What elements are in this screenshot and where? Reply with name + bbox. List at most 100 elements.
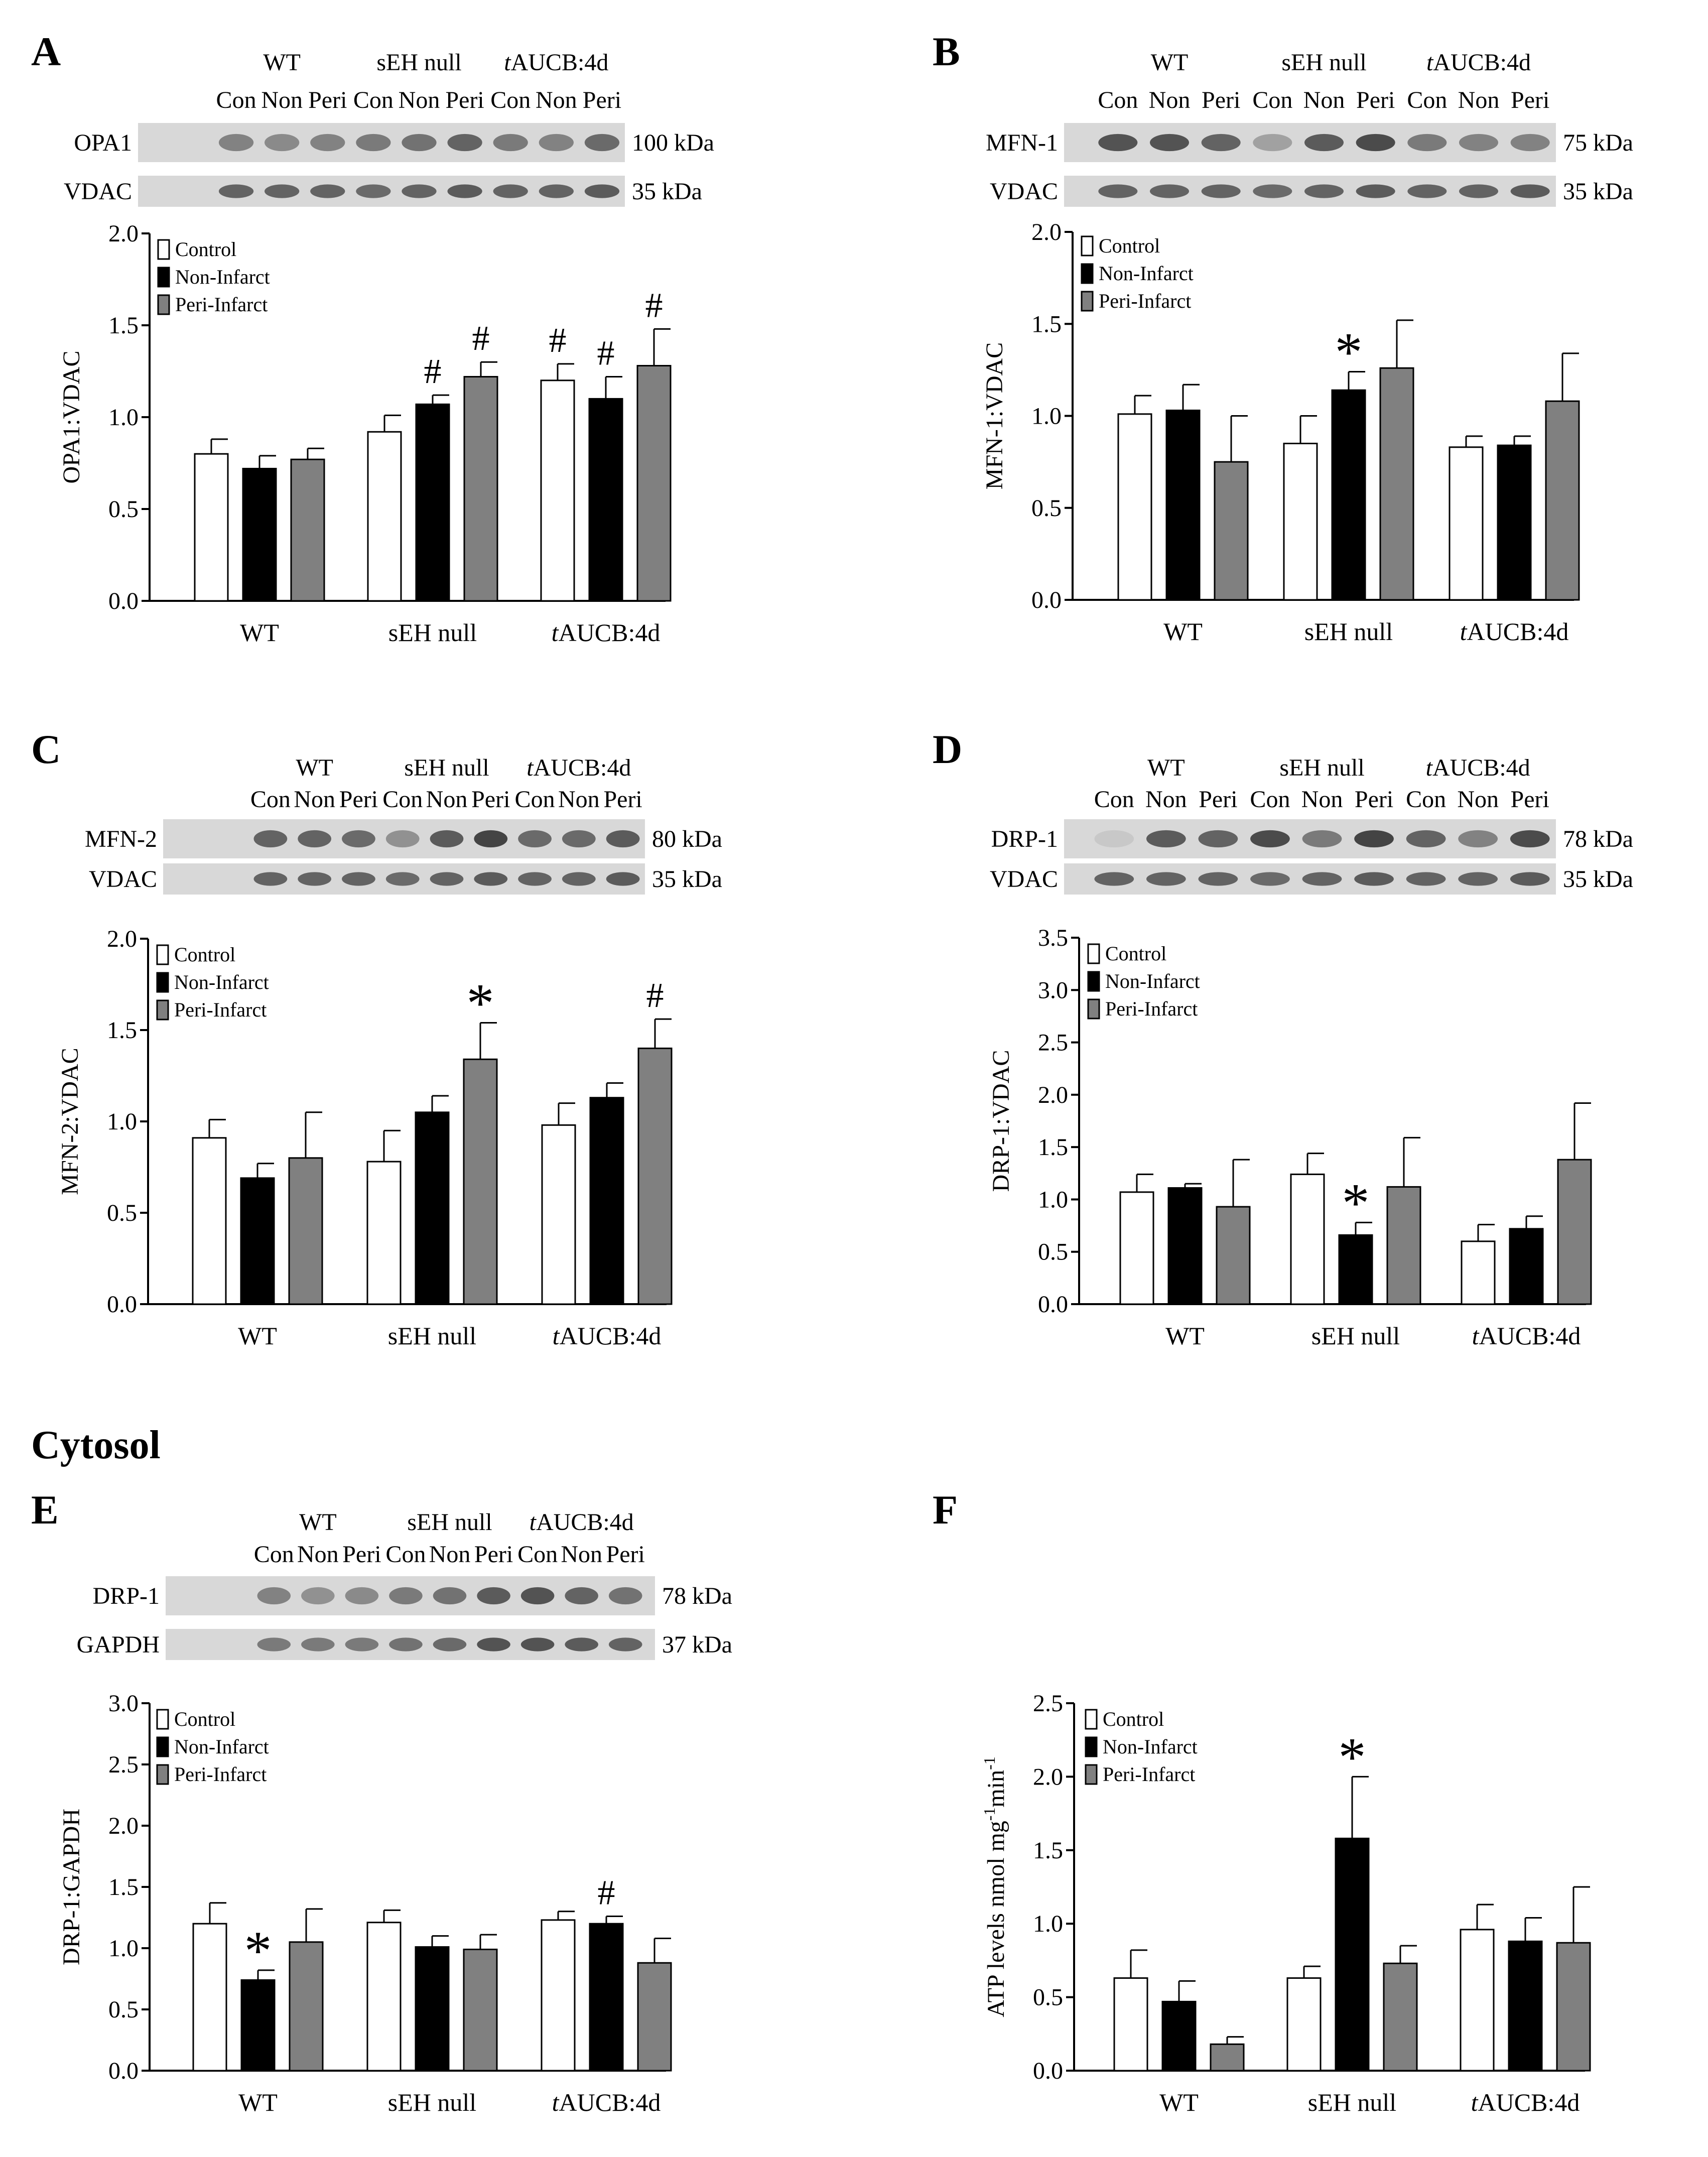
blot-kda-label: 80 kDa <box>652 826 722 852</box>
blot-band <box>1510 830 1550 848</box>
blot-band <box>518 872 552 886</box>
blot-lane-label: Non <box>1145 786 1187 813</box>
x-category-label: sEH null <box>388 1322 476 1350</box>
bar <box>636 365 672 602</box>
significance-hash: # <box>645 286 663 325</box>
blot-band <box>257 1587 291 1605</box>
bar <box>1461 1240 1496 1305</box>
blot-group-label: sEH null <box>1281 49 1366 76</box>
legend-swatch <box>1087 943 1100 964</box>
x-category-label: sEH null <box>1304 617 1393 646</box>
blot-lane-label: Non <box>561 1541 602 1568</box>
blot-band <box>298 872 332 886</box>
blot-band <box>1198 830 1238 848</box>
blot-lane-label: Con <box>1250 786 1290 813</box>
blot-lane-label: Peri <box>308 87 347 113</box>
blot-band <box>1146 872 1186 886</box>
blot-band <box>562 872 596 886</box>
y-tick-label: 1.0 <box>1038 1186 1068 1213</box>
bar <box>290 458 325 602</box>
blot-band <box>1149 184 1190 198</box>
y-tick-label: 0.5 <box>107 1200 137 1226</box>
y-axis-label: ATP levels nmol mg-1min-1 <box>980 1756 1009 2017</box>
blot-band <box>301 1587 335 1605</box>
legend-swatch <box>1081 235 1094 257</box>
blot-band <box>345 1587 379 1605</box>
legend-label: Non-Infarct <box>174 1735 269 1758</box>
blot-lane-label: Peri <box>1202 87 1240 113</box>
blot-band <box>298 830 332 848</box>
blot-group-label: WT <box>299 1509 337 1536</box>
blot-band <box>1458 872 1498 886</box>
blot-kda-label: 35 kDa <box>632 178 702 205</box>
blot-band <box>606 830 640 848</box>
blot-kda-label: 35 kDa <box>1563 178 1633 205</box>
panel-letter: D <box>933 726 962 772</box>
blot-band <box>606 872 640 886</box>
blot-band <box>565 1587 598 1605</box>
blot-band <box>584 184 620 198</box>
blot-lane-label: Con <box>254 1541 294 1568</box>
y-tick-label: 1.5 <box>107 1017 137 1044</box>
blot-band <box>1253 184 1292 198</box>
y-axis-label: MFN-1:VDAC <box>981 342 1008 489</box>
blot-band <box>385 830 420 848</box>
blot-kda-label: 78 kDa <box>1563 826 1633 852</box>
bar <box>588 398 623 602</box>
blot-lane-label: Peri <box>342 1541 381 1568</box>
blot-band <box>1250 872 1290 886</box>
blot-lane-label: Con <box>385 1541 426 1568</box>
significance-asterisk: * <box>1335 322 1363 383</box>
blot-lane-label: Peri <box>445 87 484 113</box>
x-category-label: tAUCB:4d <box>1471 2088 1580 2116</box>
bar <box>1556 1942 1591 2072</box>
blot-band <box>1459 134 1499 152</box>
blot-band <box>402 184 437 198</box>
y-tick-label: 1.5 <box>1038 1134 1068 1161</box>
blot-band <box>477 1637 510 1652</box>
legend-swatch <box>156 1736 169 1757</box>
blot-band <box>356 184 391 198</box>
blot-lane-label: Peri <box>1511 786 1549 813</box>
blot-lane-label: Non <box>261 87 303 113</box>
significance-hash: # <box>597 334 615 372</box>
x-category-label: WT <box>240 618 279 647</box>
blot-band <box>342 830 375 848</box>
bar <box>1214 461 1249 601</box>
bar <box>1331 389 1366 601</box>
bar <box>415 403 450 602</box>
blot-lane-label: Con <box>1406 786 1446 813</box>
blot-band <box>1510 184 1550 198</box>
y-tick-label: 0.0 <box>108 588 139 614</box>
legend-swatch <box>156 1764 169 1785</box>
y-axis-label: OPA1:VDAC <box>58 351 85 484</box>
blot-band <box>1459 184 1499 198</box>
bar <box>463 375 498 602</box>
blot-lane-label: Non <box>536 87 577 113</box>
blot-group-label: sEH null <box>407 1509 492 1536</box>
blot-band <box>1407 184 1447 198</box>
y-tick-label: 2.5 <box>1038 1030 1068 1056</box>
bar <box>1283 442 1318 601</box>
legend-swatch <box>157 239 170 260</box>
blot-lane-label: Non <box>1457 786 1499 813</box>
blot-band <box>402 134 437 152</box>
blot-band <box>1094 830 1134 848</box>
blot-band <box>584 134 620 152</box>
legend-label: Peri-Infarct <box>174 1763 267 1786</box>
blot-kda-label: 37 kDa <box>662 1631 732 1658</box>
legend-label: Non-Infarct <box>1103 1735 1198 1758</box>
bar <box>1167 1187 1203 1305</box>
blot-band <box>1098 134 1138 152</box>
blot-protein-label: VDAC <box>64 178 132 205</box>
blot-band <box>1356 134 1395 152</box>
legend-swatch <box>1087 998 1100 1020</box>
bar <box>1335 1837 1370 2072</box>
legend-swatch <box>1085 1736 1098 1757</box>
blot-group-label: tAUCB:4d <box>1426 49 1531 76</box>
blot-protein-label: VDAC <box>990 178 1058 205</box>
